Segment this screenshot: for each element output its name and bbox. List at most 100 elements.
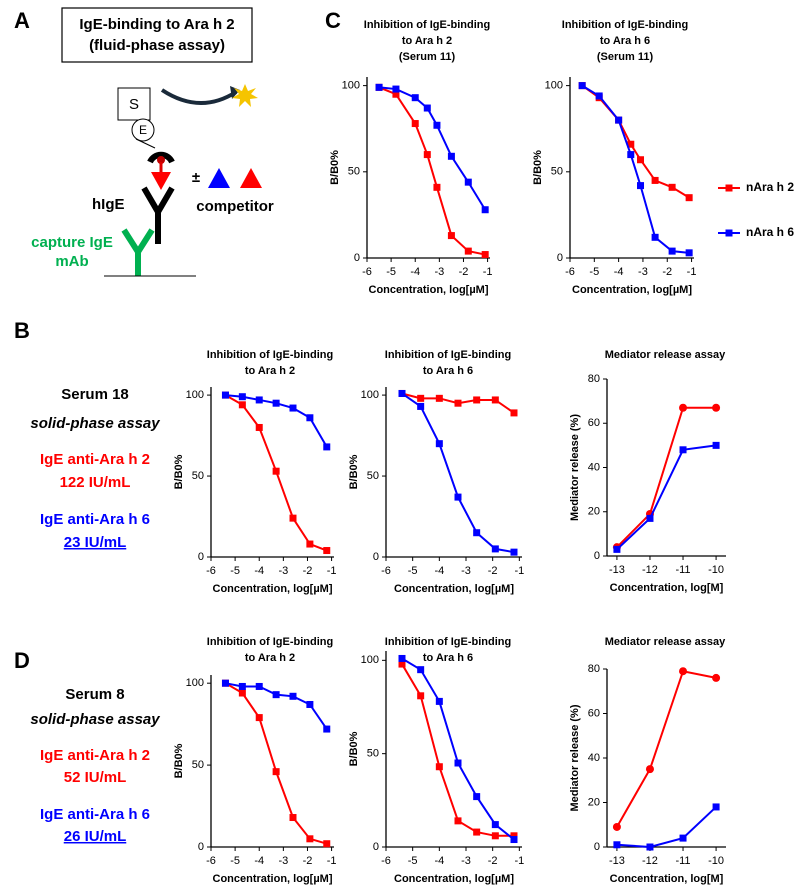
- y-tick-label: 80: [588, 663, 600, 675]
- capture-shape: [121, 228, 155, 276]
- legend-marker: [725, 184, 733, 192]
- marker: [627, 151, 635, 159]
- ara-h-2-titer: 122 IU/mL: [60, 474, 131, 491]
- marker: [435, 697, 443, 705]
- marker: [712, 403, 721, 412]
- marker: [615, 116, 623, 124]
- y-tick-label: 0: [373, 841, 379, 853]
- x-tick-label: -13: [609, 855, 625, 867]
- substrate: S: [129, 96, 139, 113]
- marker: [417, 692, 425, 700]
- y-tick-label: 100: [361, 654, 379, 666]
- marker: [447, 232, 455, 240]
- y-tick-label: 20: [588, 506, 600, 518]
- competitor-shape: [208, 168, 230, 188]
- marker: [491, 821, 499, 829]
- marker: [668, 183, 676, 191]
- marker: [679, 403, 688, 412]
- marker: [645, 765, 654, 774]
- x-tick-label: -1: [327, 565, 337, 577]
- marker: [398, 389, 406, 397]
- marker: [481, 251, 489, 259]
- chart-title: to Ara h 2: [245, 652, 295, 664]
- marker: [473, 828, 481, 836]
- competitor-shape: [240, 168, 262, 188]
- y-axis-label: B/B0%: [348, 731, 360, 766]
- panel-label: B: [14, 318, 30, 343]
- hige-shape: [141, 186, 175, 244]
- marker: [417, 666, 425, 674]
- y-axis-label: B/B0%: [329, 150, 341, 185]
- x-tick-label: -3: [461, 565, 471, 577]
- y-tick-label: 0: [354, 252, 360, 264]
- marker: [595, 92, 603, 100]
- x-tick-label: -2: [459, 266, 469, 278]
- chart-title: (Serum 11): [597, 51, 654, 63]
- legend-label: nAra h 6: [746, 225, 794, 239]
- marker: [613, 841, 621, 849]
- y-tick-label: 50: [192, 759, 204, 771]
- x-tick-label: -1: [483, 266, 493, 278]
- x-tick-label: -11: [675, 855, 690, 867]
- chart-title: Inhibition of IgE-binding: [364, 19, 490, 31]
- ara-h-6: IgE anti-Ara h 6: [40, 511, 150, 528]
- serum: Serum 18: [61, 386, 129, 403]
- reaction-arrow: [160, 88, 238, 105]
- ara-h-6-titer: 23 IU/mL: [64, 534, 127, 551]
- plus-minus: ±: [192, 169, 200, 186]
- chart-title: to Ara h 6: [423, 652, 473, 664]
- marker: [668, 247, 676, 255]
- y-axis-label: B/B0%: [348, 454, 360, 489]
- marker: [221, 391, 229, 399]
- y-tick-label: 0: [198, 551, 204, 563]
- marker: [398, 660, 406, 668]
- marker: [651, 176, 659, 184]
- y-tick-label: 50: [348, 166, 360, 178]
- marker: [323, 725, 331, 733]
- y-tick-label: 0: [373, 551, 379, 563]
- x-tick-label: -6: [381, 855, 391, 867]
- x-tick-label: -12: [642, 564, 658, 576]
- marker: [423, 151, 431, 159]
- y-tick-label: 100: [186, 677, 204, 689]
- marker: [613, 545, 621, 553]
- marker: [323, 840, 331, 848]
- allergen: [151, 172, 171, 190]
- panel-label: A: [14, 8, 30, 33]
- series-line: [581, 84, 690, 254]
- chart-title: to Ara h 6: [600, 35, 650, 47]
- marker: [423, 104, 431, 112]
- x-tick-label: -3: [638, 266, 648, 278]
- marker: [255, 396, 263, 404]
- marker: [679, 667, 688, 676]
- y-tick-label: 100: [545, 80, 563, 92]
- y-tick-label: 40: [588, 461, 600, 473]
- chart-title: Inhibition of IgE-binding: [562, 19, 688, 31]
- marker: [578, 82, 586, 90]
- y-tick-label: 80: [588, 373, 600, 385]
- marker: [454, 399, 462, 407]
- enzyme-label: E: [139, 123, 147, 137]
- competitor-label: competitor: [196, 198, 274, 215]
- series-line: [401, 663, 514, 837]
- marker: [612, 822, 621, 831]
- marker: [464, 178, 472, 186]
- chart-title: Inhibition of IgE-binding: [385, 636, 511, 648]
- x-tick-label: -4: [434, 855, 444, 867]
- y-tick-label: 0: [198, 841, 204, 853]
- x-tick-label: -4: [254, 565, 264, 577]
- legend-marker: [725, 229, 733, 237]
- marker: [491, 545, 499, 553]
- y-axis-label: B/B0%: [173, 743, 185, 778]
- marker: [375, 83, 383, 91]
- x-tick-label: -4: [410, 266, 420, 278]
- title-box: [61, 7, 253, 63]
- marker: [627, 140, 635, 148]
- series-line: [616, 670, 717, 828]
- marker: [685, 194, 693, 202]
- marker: [392, 85, 400, 93]
- marker: [289, 514, 297, 522]
- y-axis-label: Mediator release (%): [569, 414, 581, 521]
- y-tick-label: 60: [588, 417, 600, 429]
